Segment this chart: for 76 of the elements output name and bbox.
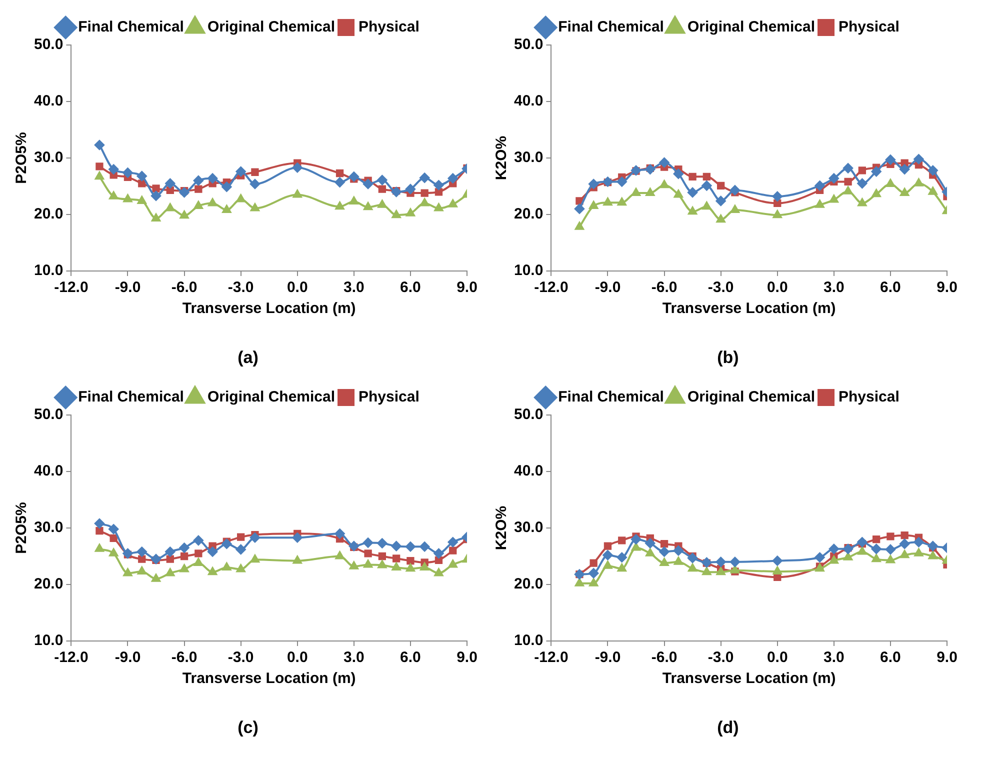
x-tick-label: 6.0 [880,279,901,296]
y-tick-label: 30.0 [34,149,64,166]
x-tick-label: -6.0 [171,649,198,666]
x-tick-label: -12.0 [534,649,568,666]
y-tick-label: 50.0 [514,36,544,54]
legend-label: Final Chemical [558,18,664,36]
x-tick-label: 3.0 [343,279,364,296]
legend-label: Original Chemical [687,18,816,36]
x-tick-label: 9.0 [456,279,478,296]
y-tick-label: 20.0 [34,206,64,223]
y-tick-label: 40.0 [34,462,64,480]
y-tick-label: 50.0 [34,406,64,424]
legend-label: Physical [838,388,900,406]
x-tick-label: 0.0 [766,279,788,296]
text: (d) [717,718,739,738]
legend-label: Final Chemical [78,18,184,36]
x-axis-title: Transverse Location (m) [182,670,356,688]
x-tick-label: 3.0 [823,649,844,666]
y-tick-label: 30.0 [514,519,544,536]
x-tick-label: -3.0 [708,279,734,296]
y-tick-label: 30.0 [34,519,64,536]
y-tick-label: 10.0 [34,632,64,650]
x-tick-label: -3.0 [708,649,734,666]
x-tick-label: -6.0 [651,279,678,296]
y-tick-label: 30.0 [514,149,544,166]
y-tick-label: 50.0 [34,36,64,54]
y-tick-label: 10.0 [514,262,544,280]
y-tick-label: 10.0 [34,262,64,280]
x-tick-label: -12.0 [534,279,568,296]
x-tick-label: 9.0 [936,279,958,296]
x-axis-title: Transverse Location (m) [182,300,356,318]
x-tick-label: 6.0 [880,649,901,666]
y-tick-label: 20.0 [514,206,544,223]
text: (c) [238,718,258,738]
x-tick-label: -3.0 [228,649,254,666]
x-tick-label: 3.0 [823,279,844,296]
legend-label: Final Chemical [78,388,184,406]
x-axis-title: Transverse Location (m) [662,670,836,688]
x-tick-label: 6.0 [400,649,421,666]
x-tick-label: -3.0 [228,279,254,296]
x-tick-label: 6.0 [400,279,421,296]
x-tick-label: -9.0 [594,649,621,666]
x-tick-label: -9.0 [594,279,621,296]
y-tick-label: 40.0 [514,462,544,480]
y-tick-label: 20.0 [514,576,544,593]
y-axis-title: P2O5% [13,502,30,554]
legend-label: Original Chemical [207,388,336,406]
text: (a) [238,348,258,368]
x-tick-label: 0.0 [286,649,308,666]
text: (b) [717,348,739,368]
x-tick-label: -6.0 [651,649,678,666]
y-tick-label: 40.0 [34,92,64,110]
legend-label: Physical [358,18,420,36]
legend-label: Physical [838,18,900,36]
x-tick-label: 0.0 [286,279,308,296]
x-tick-label: -9.0 [114,649,141,666]
y-axis-title: K2O% [493,506,510,550]
y-tick-label: 10.0 [514,632,544,650]
y-tick-label: 20.0 [34,576,64,593]
x-tick-label: -6.0 [171,279,198,296]
y-tick-label: 40.0 [514,92,544,110]
x-tick-label: -12.0 [54,279,88,296]
x-tick-label: -12.0 [54,649,88,666]
y-axis-title: P2O5% [13,132,30,184]
y-tick-label: 50.0 [514,406,544,424]
x-tick-label: 9.0 [936,649,958,666]
x-tick-label: 3.0 [343,649,364,666]
legend-label: Physical [358,388,420,406]
legend-label: Original Chemical [687,388,816,406]
legend-label: Original Chemical [207,18,336,36]
x-tick-label: 0.0 [766,649,788,666]
x-axis-title: Transverse Location (m) [662,300,836,318]
y-axis-title: K2O% [493,136,510,180]
legend-label: Final Chemical [558,388,664,406]
x-tick-label: 9.0 [456,649,478,666]
x-tick-label: -9.0 [114,279,141,296]
